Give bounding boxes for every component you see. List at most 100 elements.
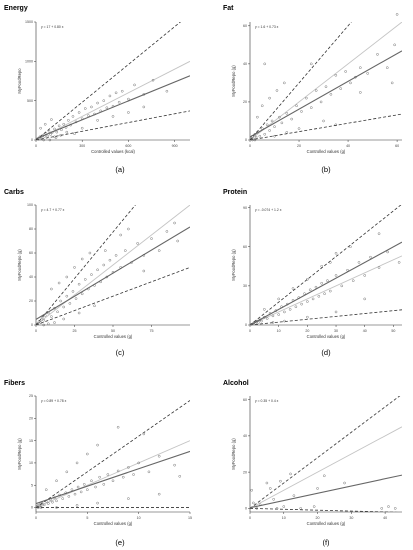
data-point: [39, 321, 42, 324]
x-tick-label: 30: [334, 329, 338, 333]
data-point: [290, 117, 293, 121]
data-point: [88, 251, 92, 255]
data-point: [40, 137, 43, 140]
data-point: [54, 136, 58, 139]
regression-line: [250, 50, 402, 138]
panel-letter: (a): [115, 165, 125, 174]
data-point: [165, 230, 169, 233]
data-point: [79, 490, 83, 494]
identity-line: [36, 440, 190, 508]
data-point: [67, 119, 70, 122]
upper-limit-line: [250, 205, 402, 325]
data-points: [35, 425, 181, 509]
data-point: [178, 475, 181, 478]
y-tick-label: 5: [31, 483, 33, 487]
data-point: [74, 297, 78, 300]
data-point: [354, 75, 357, 79]
data-point: [299, 507, 302, 510]
data-point: [393, 43, 396, 47]
data-point: [165, 89, 169, 93]
data-point: [319, 100, 323, 104]
data-point: [116, 425, 120, 429]
data-point: [297, 127, 301, 130]
data-point: [263, 308, 266, 311]
data-point: [38, 135, 42, 139]
data-point: [369, 255, 372, 259]
data-point: [39, 504, 43, 508]
data-point: [157, 249, 161, 252]
data-point: [310, 62, 313, 66]
chart-title: Fibers: [4, 380, 25, 387]
lower-limit-line: [250, 113, 402, 140]
data-point: [62, 123, 65, 126]
data-point: [73, 492, 77, 496]
data-point: [105, 275, 109, 279]
data-point: [334, 274, 338, 277]
data-point: [256, 115, 259, 119]
panel-letter: (d): [321, 348, 331, 357]
data-point: [127, 97, 130, 101]
lower-limit-line: [250, 309, 402, 325]
panel-letter: (c): [116, 348, 125, 357]
data-point: [253, 133, 257, 136]
data-point: [268, 129, 271, 132]
data-point: [53, 496, 56, 499]
data-point: [273, 134, 276, 138]
data-point: [48, 138, 52, 142]
data-point: [59, 299, 62, 303]
data-point: [376, 53, 379, 56]
data-points: [36, 221, 179, 327]
data-point: [102, 263, 106, 267]
y-axis-label: MyFoodRepo (g): [231, 65, 236, 97]
data-point: [55, 506, 58, 509]
data-point: [86, 452, 89, 456]
data-point: [47, 322, 50, 326]
data-point: [142, 105, 146, 109]
data-point: [64, 491, 68, 495]
data-point: [256, 131, 259, 134]
data-point: [282, 505, 286, 508]
data-point: [316, 487, 319, 490]
data-point: [395, 13, 399, 16]
data-point: [263, 133, 266, 136]
data-point: [108, 258, 112, 262]
reference-lines: [250, 205, 402, 325]
data-point: [147, 470, 151, 474]
x-tick-label: 10: [137, 516, 141, 520]
upper-limit-line: [250, 396, 401, 509]
data-point: [292, 494, 296, 497]
regression-equation: y = 0.89 + 0.78 x: [41, 399, 67, 403]
chart-panel-4: Protein 0 10 20 30 40 50 0 30 60 90 Controlled valu…: [223, 189, 402, 357]
data-point: [258, 503, 262, 507]
data-point: [87, 114, 90, 117]
data-point: [102, 99, 106, 102]
data-point: [50, 131, 54, 134]
data-point: [312, 505, 316, 508]
data-point: [268, 96, 271, 100]
data-point: [349, 245, 352, 248]
data-point: [58, 493, 61, 497]
x-tick-label: 20: [316, 516, 320, 520]
y-tick-label: 60: [243, 245, 247, 249]
data-point: [93, 284, 96, 287]
x-tick-label: 40: [346, 144, 350, 148]
data-point: [142, 432, 146, 436]
identity-line: [250, 255, 402, 325]
data-point: [87, 287, 90, 291]
data-point: [55, 479, 58, 483]
data-point: [50, 315, 53, 318]
data-point: [50, 287, 53, 291]
x-axis-label: Controlled values (g): [307, 334, 346, 339]
data-point: [261, 104, 264, 107]
data-point: [56, 310, 59, 314]
data-point: [62, 317, 65, 321]
y-tick-label: 40: [243, 62, 247, 66]
data-point: [357, 261, 361, 264]
y-tick-label: 60: [29, 251, 33, 255]
data-point: [61, 497, 64, 500]
data-point: [114, 91, 118, 95]
data-point: [251, 138, 254, 142]
data-point: [49, 498, 52, 501]
y-axis-label: MyFoodRepo (g): [17, 438, 22, 470]
data-point: [320, 282, 323, 285]
